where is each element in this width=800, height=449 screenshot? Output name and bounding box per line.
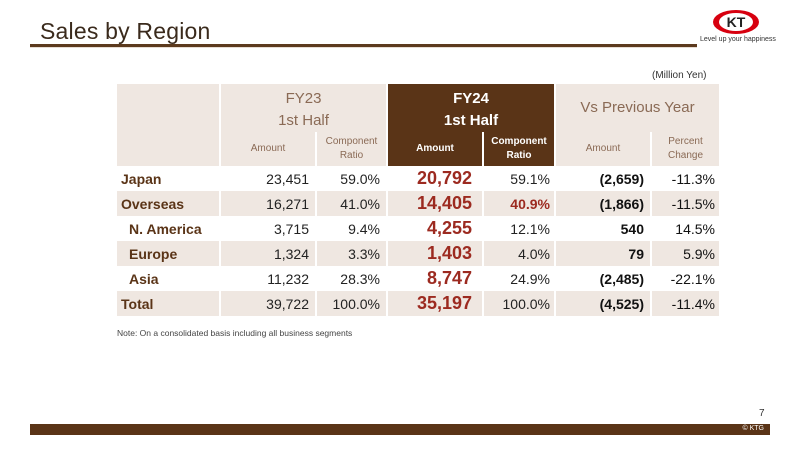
footer-bar: © KTG <box>30 424 770 435</box>
header-fy23-line2: 1st Half <box>278 112 329 129</box>
row-label: Asia <box>129 270 159 287</box>
fy23-ratio: 3.3% <box>317 241 386 266</box>
fy24-amount: 14,405 <box>388 191 482 216</box>
row-label: Europe <box>117 241 219 266</box>
kt-logo-icon: KT <box>713 10 759 34</box>
header-fy24-line1: FY24 <box>453 90 489 107</box>
table-row-europe: Europe 1,324 3.3% 1,403 4.0% 79 5.9% <box>117 241 719 266</box>
table-row-asia: Asia 11,232 28.3% 8,747 24.9% (2,485) -2… <box>117 266 719 291</box>
row-label: N. America <box>129 220 202 237</box>
table-row-overseas: Overseas 16,271 41.0% 14,405 40.9% (1,86… <box>117 191 719 216</box>
header-fy24-component-line1: Component <box>491 136 547 147</box>
title-underline <box>30 44 697 47</box>
vs-percent: -22.1% <box>670 270 715 287</box>
vs-amount: (2,659) <box>599 170 644 187</box>
fy23-amount: 39,722 <box>221 291 315 316</box>
header-fy24-component: Component Ratio <box>484 132 554 166</box>
header-vs-percent-line1: Percent <box>668 136 703 147</box>
header-vs-previous: Vs Previous Year <box>556 84 719 132</box>
header-fy23-component-line1: Component <box>325 136 378 147</box>
fy23-amount: 11,232 <box>267 270 309 287</box>
fy24-amount: 8,747 <box>426 268 472 288</box>
fy23-ratio: 9.4% <box>348 220 380 237</box>
vs-percent: -11.5% <box>652 191 719 216</box>
header-fy23-amount: Amount <box>221 132 315 166</box>
fy24-ratio: 12.1% <box>510 220 550 237</box>
header-fy24-amount: Amount <box>388 132 482 166</box>
fy23-ratio: 59.0% <box>340 170 380 187</box>
fy23-amount: 3,715 <box>273 220 309 237</box>
fy24-ratio: 100.0% <box>484 291 554 316</box>
vs-amount: 79 <box>556 241 650 266</box>
row-label: Japan <box>121 170 162 187</box>
fy23-ratio: 41.0% <box>317 191 386 216</box>
vs-percent: 14.5% <box>675 220 715 237</box>
fy24-amount: 35,197 <box>388 291 482 316</box>
logo-tagline: Level up your happiness <box>700 36 776 43</box>
fy24-amount: 20,792 <box>416 168 472 188</box>
header-vs-amount: Amount <box>556 132 650 166</box>
row-label: Total <box>117 291 219 316</box>
header-fy24-component-line2: Ratio <box>506 150 532 161</box>
fy24-amount: 4,255 <box>426 218 472 238</box>
table-row-japan: Japan 23,451 59.0% 20,792 59.1% (2,659) … <box>117 166 719 191</box>
page-number: 7 <box>759 408 765 419</box>
logo-text: KT <box>727 14 746 30</box>
vs-amount: (1,866) <box>556 191 650 216</box>
table-row-north-america: N. America 3,715 9.4% 4,255 12.1% 540 14… <box>117 216 719 241</box>
header-corner <box>117 84 219 166</box>
fy23-amount: 23,451 <box>266 170 309 187</box>
page-title: Sales by Region <box>40 18 211 44</box>
table-row-total: Total 39,722 100.0% 35,197 100.0% (4,525… <box>117 291 719 316</box>
header-vs-percent: Percent Change <box>652 132 719 166</box>
vs-percent: 5.9% <box>652 241 719 266</box>
fy24-ratio: 4.0% <box>484 241 554 266</box>
fy23-amount: 16,271 <box>221 191 315 216</box>
copyright: © KTG <box>742 425 765 432</box>
footnote: Note: On a consolidated basis including … <box>117 328 353 338</box>
header-fy23-line1: FY23 <box>285 90 322 107</box>
header-fy24: FY24 1st Half <box>388 84 554 132</box>
header-fy24-line2: 1st Half <box>443 112 499 129</box>
header-fy23: FY23 1st Half <box>221 84 386 132</box>
fy24-ratio: 40.9% <box>484 191 554 216</box>
vs-amount: 540 <box>620 220 644 237</box>
vs-amount: (2,485) <box>599 270 644 287</box>
vs-amount: (4,525) <box>556 291 650 316</box>
fy23-ratio: 100.0% <box>317 291 386 316</box>
vs-percent: -11.4% <box>652 291 719 316</box>
fy24-ratio: 24.9% <box>510 270 550 287</box>
header-vs-percent-line2: Change <box>667 150 704 161</box>
sales-table: FY23 1st Half FY24 1st Half Vs Previous … <box>115 84 721 316</box>
row-label: Overseas <box>117 191 219 216</box>
vs-percent: -11.3% <box>671 170 715 187</box>
fy24-ratio: 59.1% <box>510 170 550 187</box>
title-underline-light <box>30 47 697 48</box>
fy23-amount: 1,324 <box>221 241 315 266</box>
header-fy23-component: Component Ratio <box>317 132 386 166</box>
header-fy23-component-line2: Ratio <box>339 150 364 161</box>
fy24-amount: 1,403 <box>388 241 482 266</box>
unit-label: (Million Yen) <box>652 70 707 81</box>
fy23-ratio: 28.3% <box>340 270 380 287</box>
